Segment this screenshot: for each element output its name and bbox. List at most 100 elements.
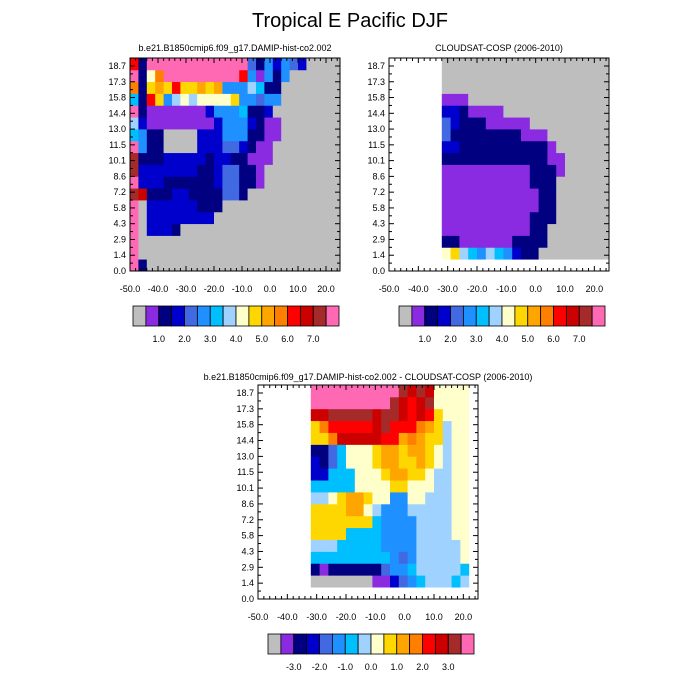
- heatmap-cell: [266, 587, 276, 600]
- heatmap-cell: [468, 93, 478, 106]
- heatmap-cell: [521, 235, 531, 248]
- heatmap-cell: [451, 420, 461, 433]
- heatmap-cell: [415, 176, 425, 189]
- heatmap-cell: [441, 176, 451, 189]
- heatmap-cell: [163, 188, 173, 201]
- y-tick-label: 5.8: [372, 203, 385, 213]
- heatmap-cell: [302, 551, 312, 564]
- heatmap-cell: [442, 492, 452, 505]
- x-tick-label: -40.0: [277, 612, 298, 622]
- heatmap-cell: [529, 164, 539, 177]
- heatmap-cell: [485, 140, 495, 154]
- heatmap-cell: [450, 58, 460, 71]
- colorbar-box: [460, 633, 475, 655]
- heatmap-cell: [293, 468, 303, 481]
- heatmap-cell: [416, 468, 426, 481]
- heatmap-cell: [442, 420, 452, 433]
- heatmap-cell: [314, 117, 324, 130]
- heatmap-cell: [416, 551, 426, 564]
- heatmap-cell: [407, 539, 417, 552]
- heatmap-cell: [381, 408, 391, 422]
- heatmap-cell: [256, 81, 265, 94]
- heatmap-cell: [289, 235, 299, 248]
- heatmap-cell: [354, 468, 364, 481]
- heatmap-cell: [337, 432, 347, 445]
- colorbar-box: [462, 305, 477, 327]
- heatmap-cell: [337, 396, 347, 410]
- heatmap-cell: [284, 480, 294, 493]
- heatmap-cell: [323, 223, 332, 236]
- heatmap-cell: [205, 58, 215, 71]
- heatmap-cell: [354, 575, 364, 588]
- x-tick-label: -40.0: [148, 284, 169, 294]
- heatmap-cell: [319, 527, 329, 540]
- heatmap-cell: [459, 93, 469, 106]
- x-tick-label: -30.0: [306, 612, 327, 622]
- heatmap-cell: [459, 58, 469, 71]
- heatmap-cell: [155, 152, 164, 165]
- heatmap-cell: [469, 527, 479, 540]
- heatmap-cell: [328, 444, 338, 457]
- heatmap-cell: [230, 259, 240, 272]
- heatmap-cell: [328, 539, 338, 552]
- colorbar-label: 3.0: [442, 662, 455, 672]
- heatmap-cell: [239, 129, 248, 142]
- heatmap-cell: [494, 164, 504, 177]
- heatmap-cell: [434, 492, 444, 505]
- heatmap-cell: [281, 105, 290, 118]
- heatmap-cell: [163, 105, 173, 118]
- x-tick-label: -30.0: [176, 284, 197, 294]
- heatmap-cell: [197, 105, 206, 118]
- heatmap-cell: [281, 117, 290, 130]
- heatmap-cell: [460, 503, 470, 517]
- heatmap-cell: [556, 259, 566, 272]
- heatmap-cell: [328, 420, 338, 433]
- heatmap-cell: [573, 188, 583, 201]
- heatmap-cell: [138, 176, 148, 189]
- heatmap-cell: [281, 223, 290, 236]
- heatmap-cell: [354, 396, 364, 410]
- heatmap-cell: [389, 117, 399, 130]
- heatmap-cell: [521, 117, 531, 130]
- heatmap-cell: [547, 223, 557, 236]
- heatmap-cell: [406, 140, 416, 154]
- heatmap-cell: [406, 223, 416, 236]
- heatmap-cell: [424, 93, 434, 106]
- heatmap-cell: [398, 456, 408, 469]
- heatmap-cell: [163, 129, 173, 142]
- colorbar-box: [383, 633, 398, 655]
- heatmap-cell: [390, 468, 400, 481]
- heatmap-cell: [503, 176, 513, 189]
- y-tick-label: 5.8: [113, 203, 126, 213]
- heatmap-cell: [172, 69, 181, 83]
- heatmap-cell: [582, 259, 592, 272]
- heatmap-cell: [197, 152, 206, 165]
- heatmap-cell: [284, 444, 294, 457]
- heatmap-cell: [459, 105, 469, 118]
- heatmap-cell: [389, 176, 399, 189]
- heatmap-cell: [591, 152, 601, 165]
- heatmap-cell: [230, 188, 240, 201]
- heatmap-cell: [416, 408, 426, 422]
- heatmap-cell: [222, 58, 232, 71]
- heatmap-cell: [390, 444, 400, 457]
- heatmap-cell: [354, 539, 364, 552]
- heatmap-cell: [389, 235, 399, 248]
- heatmap-cell: [328, 456, 338, 469]
- heatmap-cell: [275, 575, 285, 588]
- heatmap-cell: [172, 176, 181, 189]
- heatmap-cell: [363, 456, 373, 469]
- heatmap-cell: [289, 164, 299, 177]
- heatmap-cell: [256, 164, 265, 177]
- heatmap-cell: [529, 152, 539, 165]
- heatmap-cell: [275, 432, 285, 445]
- heatmap-cell: [323, 176, 332, 189]
- heatmap-cell: [205, 105, 215, 118]
- y-tick-label: 17.3: [367, 77, 385, 87]
- heatmap-cell: [477, 58, 487, 71]
- heatmap-cell: [258, 420, 268, 433]
- heatmap-cell: [256, 69, 265, 83]
- heatmap-cell: [521, 69, 531, 83]
- heatmap-cell: [323, 140, 332, 154]
- heatmap-cell: [547, 211, 557, 225]
